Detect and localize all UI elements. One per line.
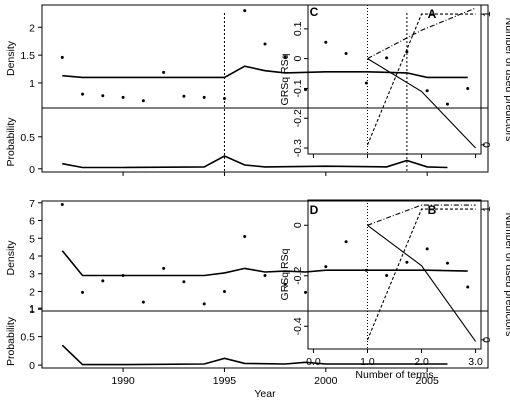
- panel-D-xtick-label: 1.0: [360, 356, 375, 368]
- data-point: [121, 95, 125, 99]
- panel-B-ytick-label: 0.5: [20, 332, 35, 344]
- fitted-line: [62, 65, 468, 79]
- data-point: [283, 55, 287, 59]
- panel-C-y2tick-label: 1: [481, 11, 493, 17]
- panel-B-ytick-label: 5: [29, 233, 35, 245]
- data-point: [60, 203, 64, 207]
- panel-C-ylabel-right: Number of used predictors: [503, 18, 510, 142]
- data-point: [263, 42, 267, 46]
- data-point: [162, 266, 166, 270]
- panel-A-ylabel: Density: [5, 40, 17, 76]
- panel-A-ytick-label: 0: [29, 164, 35, 176]
- fitted-line: [61, 250, 468, 277]
- panel-C-frame: [307, 4, 482, 155]
- panel-C-ytick-label: -0.1: [292, 79, 304, 97]
- panel-D-ylabel-left: GRSq RSq: [279, 248, 291, 300]
- data-point: [283, 282, 287, 286]
- data-point: [222, 289, 226, 293]
- panel-D-frame: [307, 199, 482, 350]
- data-point: [101, 279, 105, 283]
- data-point: [445, 261, 449, 265]
- data-point: [162, 70, 166, 74]
- fitted-line: [61, 344, 448, 366]
- panel-D-label: D: [310, 203, 319, 217]
- panel-C-ytick-label: -0.2: [292, 109, 304, 127]
- data-point: [385, 274, 389, 278]
- series-line-dashed: [366, 208, 476, 341]
- panel-A-ytick-label: 2: [29, 22, 35, 34]
- series-line-dashdot: [367, 7, 476, 60]
- series-line-dashed: [366, 13, 476, 146]
- panel-B-ylabel: Density: [5, 240, 17, 276]
- data-point: [141, 99, 145, 103]
- panel-A-ytick-label: 1.5: [20, 50, 35, 62]
- panel-D-ylabel-right: Number of used predictors: [503, 213, 510, 337]
- data-point: [344, 51, 348, 55]
- panel-B-ytick-label: 7: [29, 198, 35, 210]
- data-point: [425, 247, 429, 251]
- data-point: [60, 55, 64, 59]
- data-point: [324, 265, 328, 269]
- panel-B-ylabel: Probability: [5, 316, 17, 366]
- panel-A-ylabel: Probability: [5, 117, 17, 167]
- series-line-solid: [367, 58, 476, 149]
- panel-D-xtick-label: 3.0: [468, 356, 483, 368]
- data-point: [405, 260, 409, 264]
- panel-B-ytick-label: 6: [29, 216, 35, 228]
- panel-B-xtick-label: 1990: [111, 375, 135, 387]
- data-point: [243, 234, 247, 238]
- panel-D-y2tick-label: 0: [481, 337, 493, 343]
- panel-D-xtick-label: 0.0: [306, 356, 321, 368]
- data-point: [81, 290, 85, 294]
- data-point: [466, 285, 470, 289]
- data-point: [445, 102, 449, 106]
- data-point: [344, 240, 348, 244]
- panel-B-ytick-label: 4: [29, 251, 35, 263]
- panel-C-ytick-label: -0.3: [292, 139, 304, 157]
- panel-B-ytick-label: 1: [29, 304, 35, 316]
- panel-C-label: C: [310, 5, 319, 19]
- data-point: [324, 40, 328, 44]
- panel-D-ytick-label: 0: [292, 222, 304, 228]
- data-point: [182, 94, 186, 98]
- panel-D-y2tick-label: 1: [481, 206, 493, 212]
- panel-C-ytick-label: 0.1: [292, 21, 304, 36]
- panel-B-xtick-label: 1995: [213, 375, 237, 387]
- series-line-dashdot: [367, 204, 476, 226]
- data-point: [202, 95, 206, 99]
- panel-A-ytick-label: 1: [29, 78, 35, 90]
- panel-B-ytick-label: 2: [29, 286, 35, 298]
- panel-B-xlabel: Year: [254, 388, 276, 400]
- panel-B-frame: [41, 200, 489, 369]
- fitted-line: [62, 155, 448, 169]
- panel-A-frame: [41, 4, 489, 173]
- panel-B-ytick-label: 3: [29, 269, 35, 281]
- data-point: [263, 274, 267, 278]
- panel-D-ytick-label: -0.2: [292, 267, 304, 285]
- panel-B-ytick-label: 0: [29, 360, 35, 372]
- data-point: [101, 94, 105, 98]
- data-point: [304, 290, 308, 294]
- panel-B-ytick-label: 1: [29, 303, 35, 315]
- panel-C-ylabel-left: GRSq RSq: [279, 53, 291, 105]
- series-line-solid: [367, 224, 477, 342]
- panel-A-ytick-label: 0.5: [20, 132, 35, 144]
- data-point: [182, 280, 186, 284]
- data-point: [202, 302, 206, 306]
- data-point: [425, 89, 429, 93]
- panel-D-ytick-label: -0.4: [292, 317, 304, 335]
- data-point: [466, 87, 470, 91]
- panel-C-ytick-label: 0: [292, 56, 304, 62]
- panel-D-xlabel: Number of terms: [355, 369, 433, 381]
- panel-B-label: B: [428, 203, 437, 217]
- data-point: [141, 300, 145, 304]
- panel-C-y2tick-label: 0: [481, 142, 493, 148]
- data-point: [385, 56, 389, 60]
- data-point: [81, 92, 85, 96]
- data-point: [243, 9, 247, 13]
- panel-B-xtick-label: 2005: [416, 375, 440, 387]
- panel-B-xtick-label: 2000: [314, 375, 338, 387]
- panel-D-xtick-label: 2.0: [414, 356, 429, 368]
